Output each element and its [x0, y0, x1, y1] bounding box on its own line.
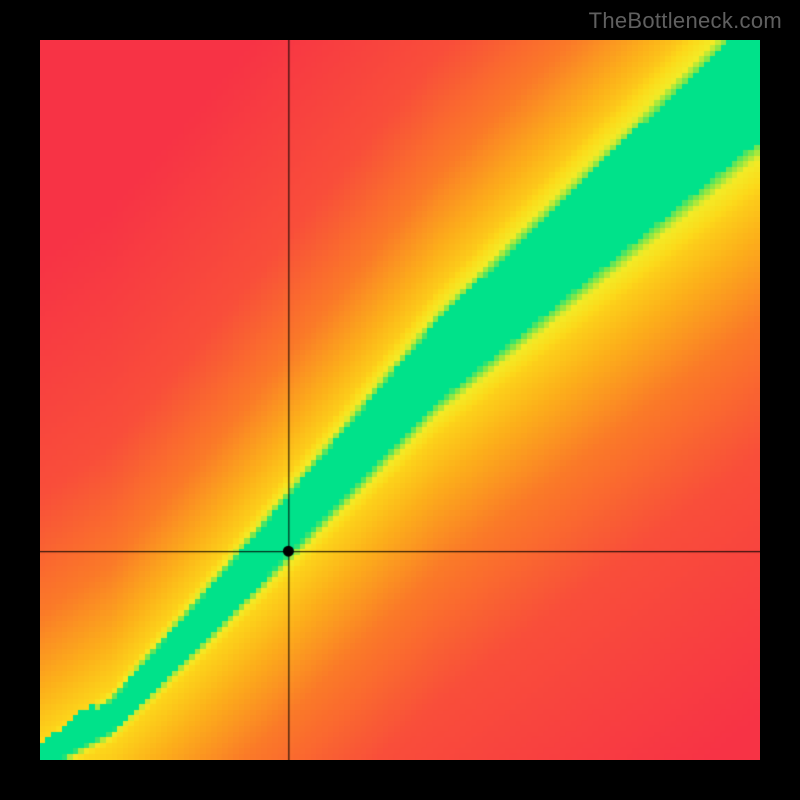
heatmap-plot: [40, 40, 760, 760]
heatmap-canvas: [40, 40, 760, 760]
watermark-text: TheBottleneck.com: [589, 8, 782, 34]
